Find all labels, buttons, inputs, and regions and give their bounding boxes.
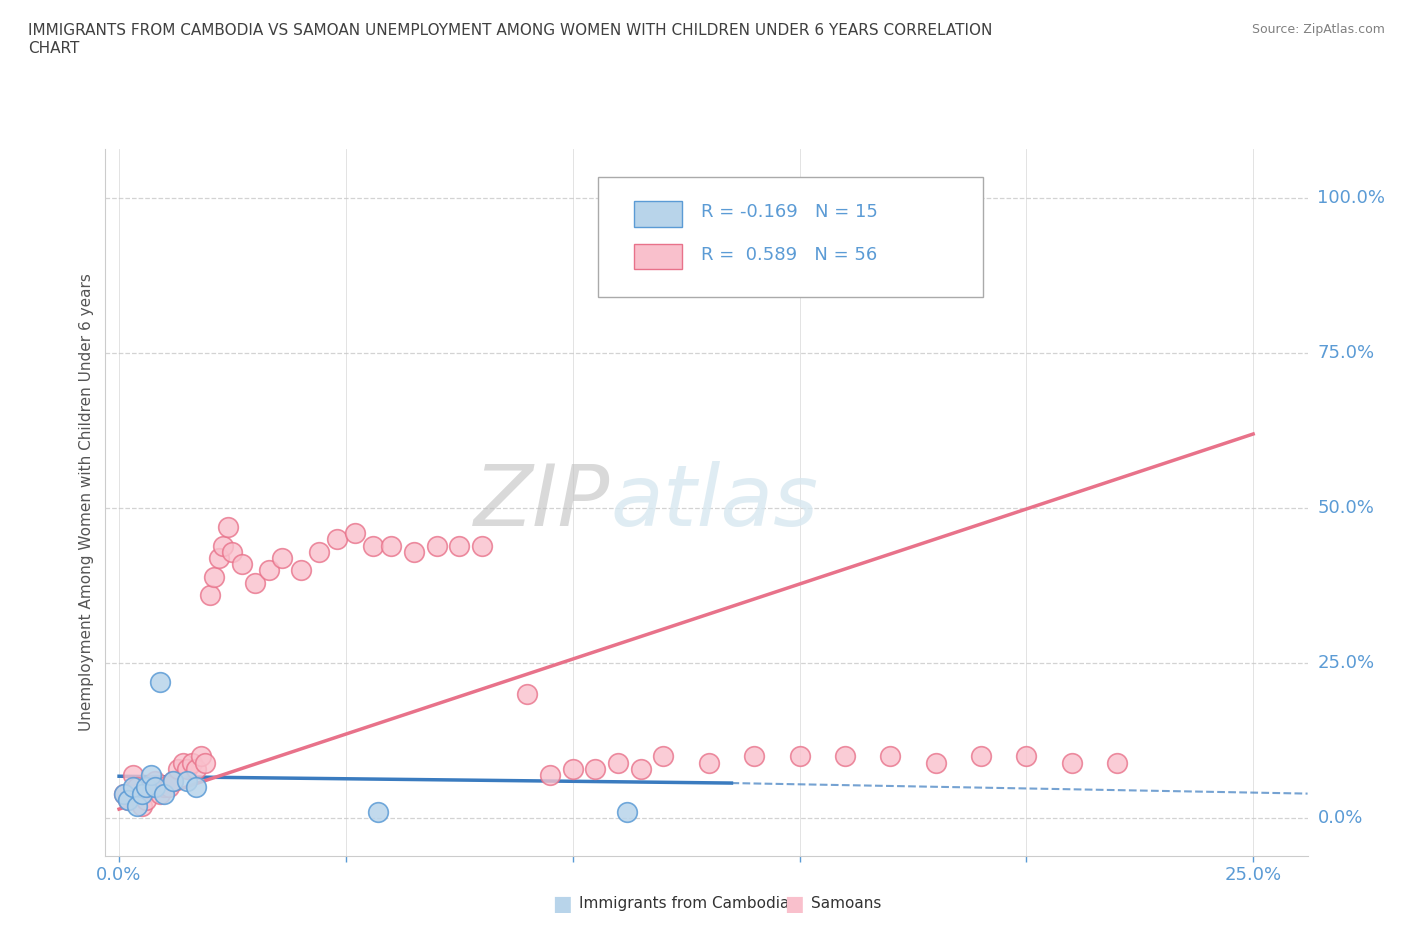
Point	[538, 767, 561, 782]
Point	[271, 551, 294, 565]
Text: R = -0.169   N = 15: R = -0.169 N = 15	[700, 204, 877, 221]
Point	[326, 532, 349, 547]
Point	[172, 755, 194, 770]
Text: Immigrants from Cambodia: Immigrants from Cambodia	[579, 897, 790, 911]
Point	[834, 749, 856, 764]
Text: 25.0%: 25.0%	[1317, 655, 1375, 672]
Point	[149, 674, 172, 689]
Point	[367, 804, 389, 819]
Text: R =  0.589   N = 56: R = 0.589 N = 56	[700, 246, 877, 264]
Point	[186, 780, 208, 795]
Point	[212, 538, 235, 553]
Point	[243, 576, 266, 591]
Point	[117, 792, 139, 807]
Text: 50.0%: 50.0%	[1317, 499, 1374, 517]
Point	[194, 755, 217, 770]
Point	[139, 767, 162, 782]
Point	[131, 799, 153, 814]
Point	[143, 774, 166, 789]
Point	[789, 749, 811, 764]
Point	[924, 755, 946, 770]
Point	[1060, 755, 1083, 770]
Point	[157, 780, 180, 795]
Point	[1105, 755, 1128, 770]
Point	[697, 755, 720, 770]
Point	[607, 755, 630, 770]
Point	[112, 786, 135, 801]
Point	[361, 538, 384, 553]
Point	[208, 551, 231, 565]
Text: 75.0%: 75.0%	[1317, 344, 1375, 363]
FancyBboxPatch shape	[599, 177, 983, 298]
Text: Samoans: Samoans	[811, 897, 882, 911]
Point	[127, 780, 149, 795]
Point	[879, 749, 901, 764]
Point	[112, 786, 135, 801]
Point	[1015, 749, 1038, 764]
Point	[190, 749, 212, 764]
Point	[135, 780, 157, 795]
Text: ■: ■	[785, 894, 804, 914]
Point	[121, 767, 143, 782]
Point	[121, 780, 143, 795]
Point	[135, 792, 157, 807]
Point	[561, 762, 583, 777]
Bar	[634, 201, 682, 227]
Point	[970, 749, 993, 764]
Point	[516, 687, 538, 702]
Point	[127, 799, 149, 814]
Point	[217, 520, 239, 535]
Point	[221, 544, 243, 559]
Text: ■: ■	[553, 894, 572, 914]
Point	[143, 780, 166, 795]
Point	[290, 563, 312, 578]
Bar	[634, 244, 682, 269]
Point	[139, 780, 162, 795]
Point	[426, 538, 449, 553]
Point	[471, 538, 494, 553]
Text: 0.0%: 0.0%	[1317, 809, 1362, 828]
Point	[167, 762, 190, 777]
Point	[117, 792, 139, 807]
Point	[153, 780, 176, 795]
Point	[180, 755, 202, 770]
Text: ZIP: ZIP	[474, 460, 610, 544]
Point	[202, 569, 225, 584]
Point	[742, 749, 765, 764]
Point	[630, 762, 652, 777]
Text: atlas: atlas	[610, 460, 818, 544]
Point	[198, 588, 221, 603]
Text: 100.0%: 100.0%	[1317, 190, 1385, 207]
Point	[131, 786, 153, 801]
Point	[176, 774, 198, 789]
Point	[162, 774, 184, 789]
Point	[402, 544, 425, 559]
Point	[380, 538, 402, 553]
Point	[308, 544, 330, 559]
Point	[149, 786, 172, 801]
Point	[186, 762, 208, 777]
Point	[616, 804, 638, 819]
Text: Source: ZipAtlas.com: Source: ZipAtlas.com	[1251, 23, 1385, 36]
Point	[162, 774, 184, 789]
Point	[583, 762, 606, 777]
Point	[652, 749, 675, 764]
Point	[153, 786, 176, 801]
Y-axis label: Unemployment Among Women with Children Under 6 years: Unemployment Among Women with Children U…	[79, 273, 94, 731]
Text: IMMIGRANTS FROM CAMBODIA VS SAMOAN UNEMPLOYMENT AMONG WOMEN WITH CHILDREN UNDER : IMMIGRANTS FROM CAMBODIA VS SAMOAN UNEMP…	[28, 23, 993, 56]
Point	[231, 557, 253, 572]
Point	[343, 525, 366, 540]
Point	[449, 538, 471, 553]
Point	[176, 762, 198, 777]
Point	[257, 563, 280, 578]
